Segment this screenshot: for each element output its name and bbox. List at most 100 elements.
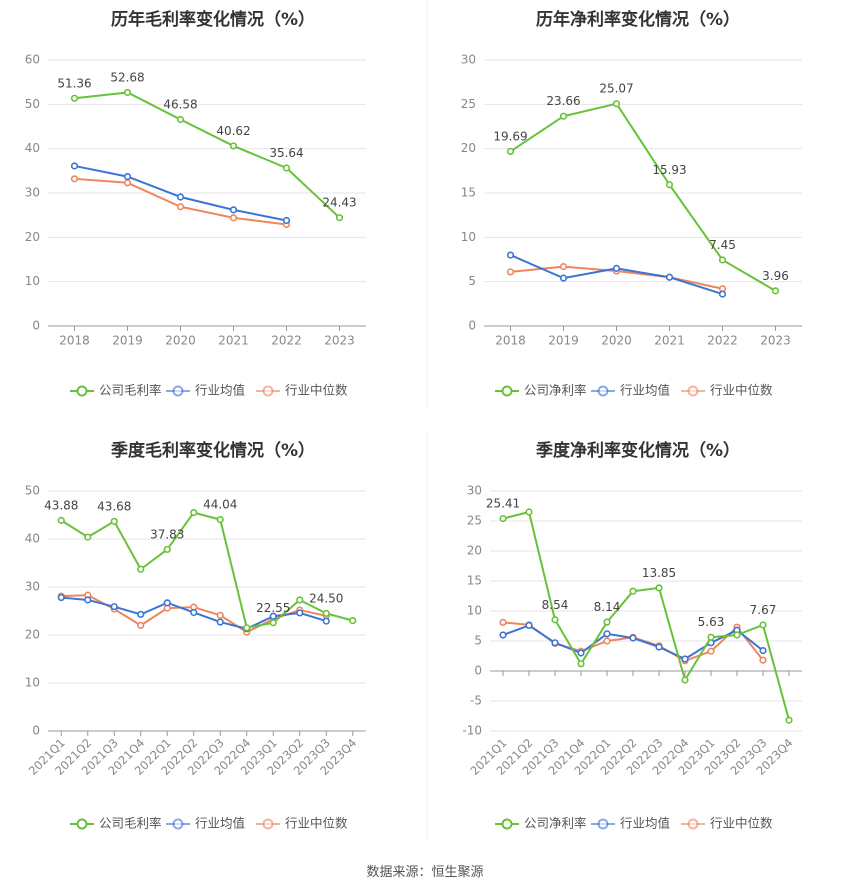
y-tick-label: 0 [468, 319, 476, 333]
legend-marker [501, 385, 513, 397]
data-point [190, 608, 198, 617]
data-point [229, 206, 238, 214]
y-tick-label: 30 [461, 53, 476, 67]
y-tick-label: 30 [25, 186, 40, 200]
data-point [123, 88, 132, 97]
y-tick-label: 10 [467, 604, 482, 618]
y-tick-label: 20 [25, 230, 40, 244]
y-tick-label: 0 [32, 319, 40, 333]
data-label: 15.93 [652, 163, 686, 177]
legend-marker [687, 818, 699, 830]
legend-marker [262, 818, 274, 830]
legend-label: 行业均值 [195, 383, 245, 398]
chart-legend: 公司净利率 行业均值 行业中位数 [495, 816, 773, 831]
series-line-0 [60, 511, 354, 629]
legend-marker [262, 385, 274, 397]
data-point [525, 621, 533, 630]
data-point [499, 618, 507, 627]
x-tick-label: 2018 [495, 334, 526, 348]
chart-title: 季度毛利率变化情况（%） [111, 440, 315, 461]
data-point [216, 611, 224, 619]
legend-label: 行业中位数 [710, 816, 773, 831]
data-label: 22.55 [256, 601, 290, 615]
data-point [771, 287, 780, 295]
data-point [506, 251, 515, 259]
legend-label: 行业中位数 [710, 383, 773, 398]
data-point [506, 147, 515, 156]
legend-marker [597, 818, 609, 830]
legend-label: 公司净利率 [524, 816, 587, 831]
legend-item-0: 公司净利率 [495, 383, 587, 398]
legend-item-0: 公司毛利率 [70, 816, 162, 831]
chart-legend: 公司毛利率 行业均值 行业中位数 [70, 816, 348, 831]
legend-item-0: 公司毛利率 [70, 383, 162, 398]
y-tick-label: 20 [461, 141, 476, 155]
data-point [296, 609, 304, 617]
legend-marker [172, 818, 184, 830]
data-point [70, 175, 79, 183]
data-point [137, 565, 145, 573]
y-tick-label: 10 [461, 230, 476, 244]
data-label: 35.64 [269, 146, 303, 160]
data-label: 44.04 [203, 498, 237, 512]
y-tick-label: 15 [461, 186, 476, 200]
data-point [322, 617, 330, 625]
series-line-1 [502, 624, 764, 660]
data-point [506, 268, 515, 276]
data-point [282, 216, 291, 225]
data-point [176, 203, 185, 211]
data-label: 43.68 [97, 499, 131, 513]
y-tick-label: 5 [468, 274, 476, 288]
x-tick-label: 2020 [601, 334, 632, 348]
legend-label: 行业中位数 [285, 383, 348, 398]
legend-item-0: 公司净利率 [495, 816, 587, 831]
legend-marker [501, 818, 513, 830]
data-point [123, 179, 132, 187]
y-tick-label: 15 [467, 574, 482, 588]
data-point [785, 716, 793, 724]
data-point [84, 596, 92, 604]
data-source-note: 数据来源：恒生聚源 [366, 865, 484, 880]
x-tick-label: 2023 [324, 334, 355, 348]
data-point [551, 639, 559, 647]
data-point [759, 656, 767, 664]
data-point [759, 646, 767, 655]
data-label: 3.96 [762, 269, 789, 283]
legend-item-2: 行业中位数 [256, 816, 348, 831]
x-tick-label: 2020 [165, 334, 196, 348]
y-tick-label: 30 [467, 484, 482, 498]
data-point [163, 599, 171, 607]
data-point [243, 624, 251, 632]
data-label: 19.69 [493, 129, 527, 143]
y-tick-label: -10 [462, 724, 482, 738]
chart-panel-3: 季度毛利率变化情况（%）010203040502021Q12021Q22021Q… [25, 440, 366, 831]
data-point [665, 273, 674, 281]
x-tick-label: 2019 [112, 334, 143, 348]
data-point [123, 172, 132, 181]
data-point [629, 587, 637, 595]
data-label: 8.14 [594, 600, 621, 614]
data-label: 24.50 [309, 591, 343, 605]
legend-label: 公司毛利率 [99, 816, 162, 831]
y-tick-label: 0 [32, 724, 40, 738]
data-point [137, 610, 145, 618]
y-tick-label: 0 [474, 664, 482, 678]
y-tick-label: 40 [25, 532, 40, 546]
legend-item-1: 行业均值 [591, 383, 670, 398]
data-label: 52.68 [110, 70, 144, 84]
legend-marker [76, 818, 88, 830]
data-point [176, 193, 185, 201]
data-point [70, 162, 79, 170]
chart-legend: 公司毛利率 行业均值 行业中位数 [70, 383, 348, 398]
data-point [525, 508, 533, 516]
data-point [612, 100, 621, 108]
data-point [499, 514, 507, 523]
legend-item-1: 行业均值 [166, 816, 245, 831]
data-point [629, 634, 637, 642]
data-point [137, 621, 145, 630]
data-label: 25.07 [599, 82, 633, 96]
data-point [282, 164, 291, 172]
data-label: 46.58 [163, 97, 197, 111]
data-point [577, 649, 585, 657]
legend-label: 行业均值 [195, 816, 245, 831]
